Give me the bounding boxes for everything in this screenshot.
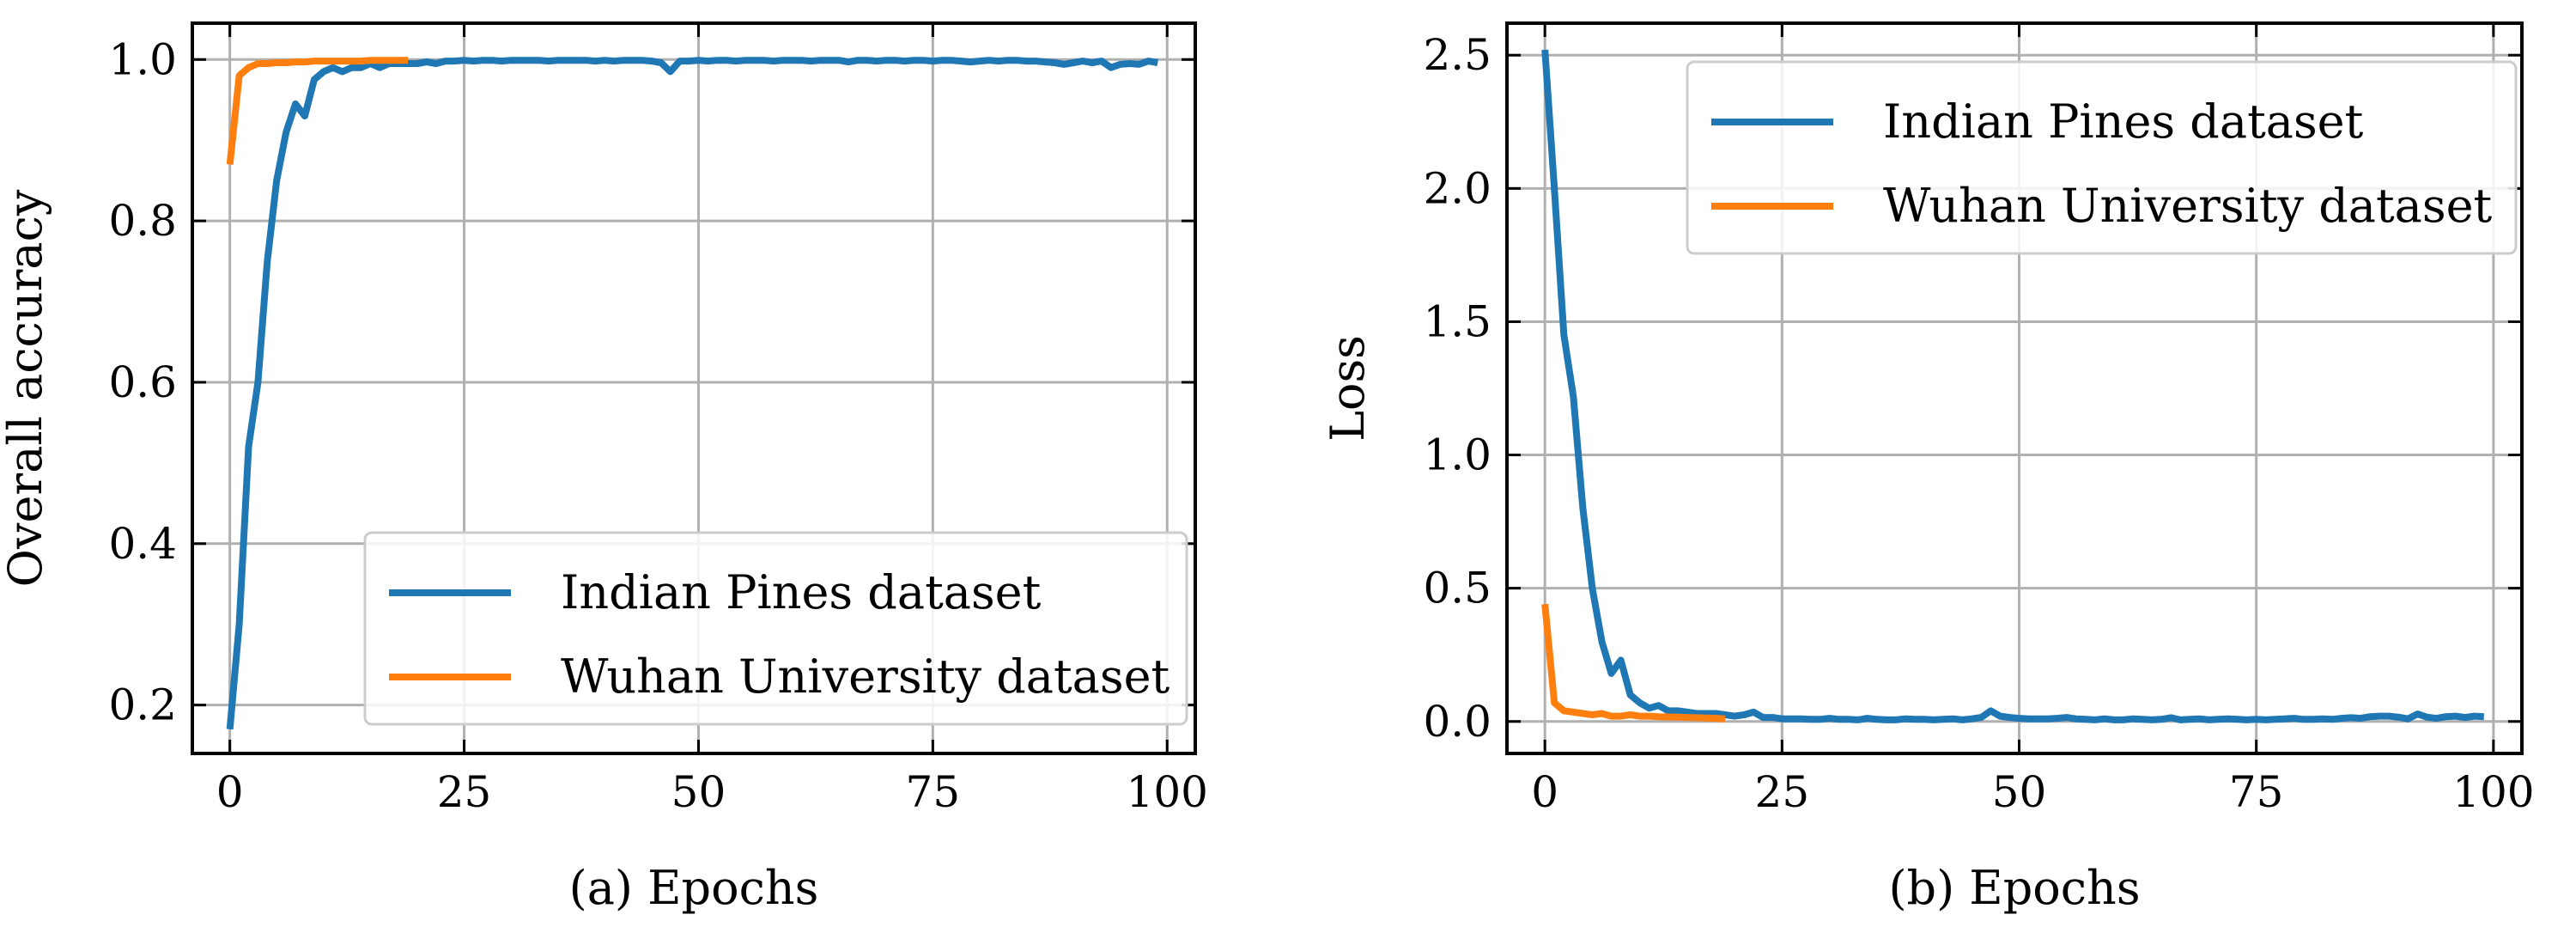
x-tick-label: 75: [906, 767, 961, 817]
plot-frame: [1505, 21, 2524, 755]
y-axis-label: Overall accuracy: [0, 189, 52, 587]
legend-label: Indian Pines dataset: [561, 565, 1042, 619]
legend-label: Wuhan University dataset: [561, 649, 1170, 704]
y-tick-label: 1.5: [1423, 296, 1492, 346]
y-tick-label: 1.0: [108, 34, 177, 84]
plot-frame: [191, 21, 1197, 755]
legend-label: Indian Pines dataset: [1883, 95, 2364, 149]
series-line-wuhan-university: [226, 57, 409, 165]
legend-label: Wuhan University dataset: [1883, 179, 2493, 233]
y-tick-label: 0.5: [1423, 564, 1492, 613]
x-tick-label: 100: [2452, 767, 2534, 817]
y-tick-label: 2.5: [1423, 30, 1492, 80]
x-tick-label: 100: [1127, 767, 1208, 817]
x-tick-label: 25: [1755, 767, 1810, 817]
y-tick-label: 0.8: [108, 196, 177, 246]
chart-a: 0 25 50 75 100 0.2 0.4 0.6 0.8 1.0 (a) Epochs Overa…: [0, 21, 1208, 915]
y-tick-label: 1.0: [1423, 430, 1492, 480]
y-axis-label: Loss: [1321, 335, 1375, 442]
x-tick-label: 0: [1531, 767, 1558, 817]
x-tick-label: 0: [216, 767, 244, 817]
y-tick-label: 0.0: [1423, 697, 1492, 747]
series-line-indian-pines: [1541, 49, 2485, 723]
legend: Indian Pines dataset Wuhan University dat…: [363, 531, 1188, 726]
series-line-indian-pines: [226, 57, 1158, 730]
x-tick-label: 25: [437, 767, 492, 817]
x-axis-label: (b) Epochs: [1888, 861, 2140, 915]
y-tick-label: 0.6: [108, 357, 177, 407]
legend-box: [363, 531, 1188, 726]
x-axis-label: (a) Epochs: [569, 861, 819, 915]
chart-b: 0 25 50 75 100 0.0 0.5 1.0 1.5 2.0 2.5 (b) Epochs Lo…: [1321, 21, 2535, 915]
x-tick-label: 50: [1992, 767, 2047, 817]
legend: Indian Pines dataset Wuhan University dat…: [1686, 60, 2518, 255]
y-tick-label: 0.2: [108, 680, 177, 730]
legend-box: [1686, 60, 2518, 255]
series-line-wuhan-university: [1541, 603, 1726, 723]
y-tick-label: 0.4: [108, 519, 177, 569]
x-tick-label: 75: [2229, 767, 2284, 817]
x-tick-label: 50: [671, 767, 726, 817]
y-tick-label: 2.0: [1423, 163, 1492, 213]
